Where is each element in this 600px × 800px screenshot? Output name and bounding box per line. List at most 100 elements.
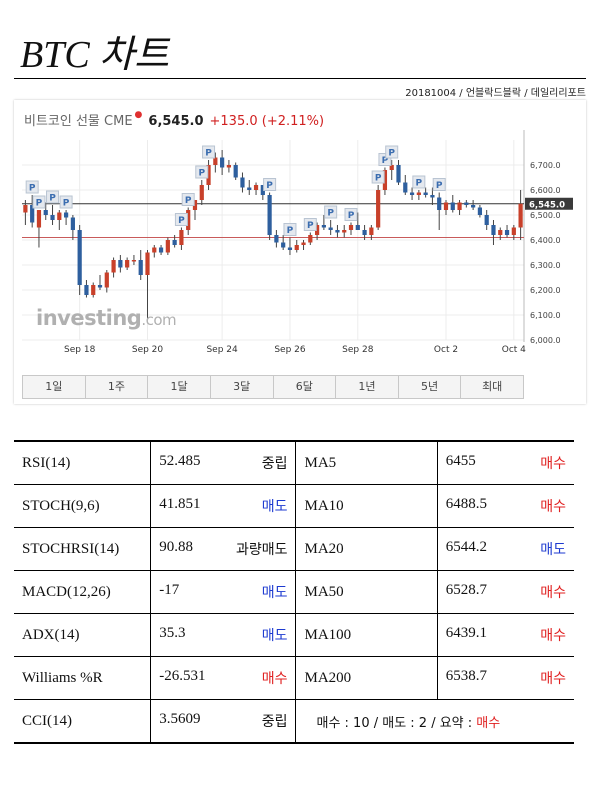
ma-value: 6455: [445, 453, 476, 469]
ma-value-cell: 6528.7 매수: [437, 570, 574, 614]
summary-row: CCI(14) 3.5609 중립 매수 : 10 / 매도 : 2 / 요약 : 매…: [14, 699, 574, 744]
event-marker-label: P: [185, 196, 192, 206]
investing-logo: investing.com: [36, 306, 177, 330]
event-marker-label: P: [198, 169, 205, 179]
summary-cell: 매수 : 10 / 매도 : 2 / 요약 : 매수: [295, 699, 574, 744]
event-marker: [263, 178, 277, 191]
ma-value-cell: 6538.7 매수: [437, 656, 574, 700]
candle-down: [362, 230, 367, 235]
candle-up: [213, 157, 218, 165]
indicator-value: -26.531: [159, 668, 206, 684]
event-marker-label: P: [49, 194, 56, 204]
event-marker: [371, 170, 385, 184]
ma-name: MA10: [295, 484, 438, 528]
candle-up: [192, 200, 198, 210]
event-marker-label: P: [348, 211, 355, 221]
candle-down: [464, 202, 469, 205]
indicator-value: -17: [159, 582, 180, 598]
event-marker: [283, 223, 297, 236]
ma-signal: 매수: [540, 456, 566, 472]
indicator-name: MACD(12,26): [14, 570, 152, 614]
candle-up: [511, 227, 516, 235]
title-divider: [14, 78, 586, 79]
last-price-badge: [525, 197, 573, 210]
candle-up: [226, 165, 232, 168]
x-tick-label: Oct 2: [434, 345, 458, 355]
candle-down: [158, 247, 164, 253]
event-marker: [195, 165, 209, 179]
event-marker: [385, 145, 399, 159]
logo-suffix: .com: [141, 311, 177, 329]
period-button[interactable]: 1일: [23, 376, 86, 398]
candle-up: [145, 252, 150, 275]
event-marker: [324, 205, 338, 219]
event-marker-label: P: [436, 181, 443, 191]
indicator-row: RSI(14) 52.485 중립 MA5 6455 매수: [14, 440, 574, 485]
candle-down: [260, 185, 265, 195]
period-button[interactable]: 1주: [86, 376, 149, 398]
candle-up: [23, 205, 28, 213]
ma-name: MA50: [295, 570, 438, 614]
period-button[interactable]: 1달: [148, 376, 211, 398]
candle-up: [253, 185, 259, 190]
y-tick-label: 6,700.0: [530, 161, 561, 170]
period-button[interactable]: 1년: [336, 376, 399, 398]
event-marker-label: P: [327, 209, 334, 219]
summary-text: 매수 : 10 / 매도 : 2 / 요약 :: [316, 715, 477, 731]
candle-up: [457, 202, 462, 210]
period-button[interactable]: 최대: [482, 380, 503, 393]
y-tick-label: 6,100.0: [530, 311, 561, 320]
candle-up: [308, 235, 313, 243]
candle-down: [328, 227, 333, 230]
candle-down: [84, 285, 89, 295]
candle-up: [498, 230, 503, 235]
candle-down: [233, 165, 238, 178]
candle-up: [416, 192, 421, 195]
candle-down: [450, 202, 455, 210]
period-button[interactable]: 3달: [211, 376, 274, 398]
indicator-signal: 매도: [261, 499, 288, 515]
indicator-signal: 중립: [261, 456, 288, 472]
period-button[interactable]: 5년: [399, 376, 462, 398]
last-price-badge-label: 6,545.0: [529, 200, 565, 210]
candle-down: [335, 230, 340, 233]
indicator-name: CCI(14): [14, 699, 152, 744]
candle-down: [30, 205, 35, 223]
y-tick-label: 6,000.0: [530, 336, 561, 345]
candle-up: [152, 247, 157, 253]
indicator-value-cell: -17 매도: [150, 570, 297, 614]
indicator-row: Williams %R -26.531 매수 MA200 6538.7 매수: [14, 656, 574, 700]
period-button[interactable]: 6달: [274, 376, 337, 398]
candle-down: [491, 225, 496, 235]
y-tick-label: 6,500.0: [530, 211, 561, 220]
event-marker: [46, 190, 60, 204]
event-marker-label: P: [375, 174, 382, 184]
candle-up: [348, 225, 354, 230]
ma-name: MA200: [295, 656, 438, 700]
event-marker-label: P: [416, 179, 423, 189]
candle-up: [376, 190, 381, 228]
candle-down: [321, 225, 326, 228]
instrument-name: 비트코인 선물 CME: [24, 114, 133, 129]
y-tick-label: 6,600.0: [530, 186, 561, 195]
candle-up: [131, 260, 137, 262]
candle-up: [294, 245, 299, 250]
candle-down: [409, 192, 415, 195]
ma-value: 6544.2: [445, 539, 487, 555]
ma-value-cell: 6455 매수: [437, 440, 574, 485]
indicator-value: 3.5609: [159, 711, 201, 727]
event-marker-label: P: [29, 184, 36, 194]
price-change: +135.0 (+2.11%): [209, 114, 325, 129]
ma-signal: 매수: [540, 671, 566, 687]
indicator-signal: 매수: [261, 671, 288, 687]
indicator-name: RSI(14): [14, 440, 152, 485]
candle-down: [396, 165, 401, 183]
x-tick-label: Sep 26: [274, 345, 306, 355]
last-price: 6,545.0: [148, 114, 204, 129]
event-marker-label: P: [307, 221, 314, 231]
source-line: 20181004 / 언블락드블락 / 데일리리포트: [405, 88, 586, 99]
candle-down: [97, 285, 103, 288]
event-marker-label: P: [266, 181, 273, 191]
candle-down: [240, 177, 245, 188]
indicator-value: 52.485: [159, 453, 201, 469]
